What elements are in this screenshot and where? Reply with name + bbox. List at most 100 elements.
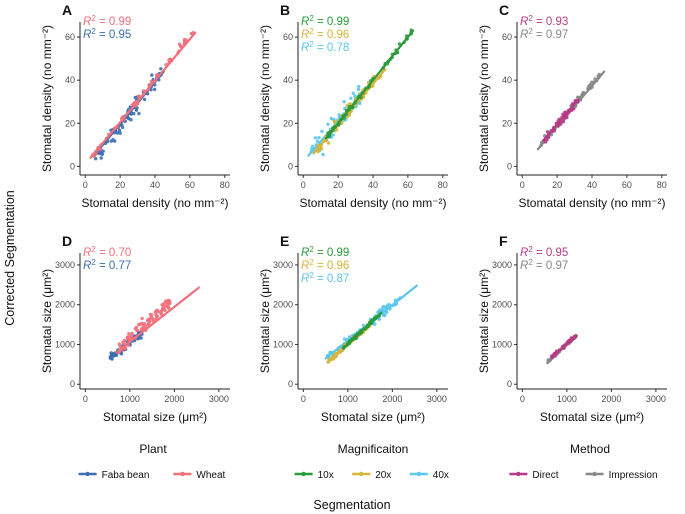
data-point — [150, 73, 154, 77]
series-40x — [307, 84, 366, 157]
x-tick-label: 3000 — [209, 394, 229, 404]
legend-key-point — [301, 471, 306, 477]
data-point — [137, 111, 141, 116]
x-tick-label: 60 — [403, 180, 413, 190]
data-point — [152, 87, 157, 92]
series-direct — [542, 98, 580, 144]
data-point — [329, 116, 333, 121]
data-point — [147, 318, 151, 323]
r2-annotation: R2 = 0.95 — [83, 27, 131, 41]
data-point — [544, 140, 548, 144]
data-point — [113, 139, 117, 143]
data-point — [313, 136, 318, 140]
data-point — [377, 317, 381, 321]
y-axis-title: Stomatal size (μm²) — [40, 269, 54, 373]
legends-group: Plant Faba bean Wheat Magnificaiton 10x 20x 40… — [78, 442, 658, 481]
x-tick-label: 0 — [301, 394, 306, 404]
y-tick-label: 0 — [70, 161, 75, 171]
data-point — [561, 120, 565, 124]
global-x-axis-label: Segmentation — [313, 498, 390, 512]
y-tick-label: 60 — [283, 32, 293, 42]
x-tick-label: 40 — [150, 180, 160, 190]
x-tick-label: 60 — [622, 180, 632, 190]
r2-annotation: R2 = 0.99 — [301, 245, 349, 259]
x-axis-title: Stomatal density (no mm⁻²) — [81, 196, 228, 210]
data-point — [140, 316, 144, 321]
data-point — [317, 135, 321, 140]
data-point — [342, 337, 347, 341]
data-point — [135, 328, 140, 333]
fit-line — [89, 31, 197, 159]
data-point — [118, 131, 122, 135]
y-tick-label: 1000 — [273, 339, 293, 349]
y-axis-title: Stomatal size (μm²) — [477, 269, 491, 373]
data-point — [127, 332, 131, 336]
series-wheat — [115, 286, 200, 354]
data-point — [331, 133, 335, 137]
data-point — [321, 152, 325, 157]
data-point — [349, 96, 353, 101]
y-tick-label: 3000 — [492, 260, 512, 270]
data-point — [121, 340, 125, 345]
r2-annotation: R2 = 0.97 — [520, 258, 568, 272]
legend-key-point — [416, 471, 421, 477]
r2-annotation: R2 = 0.93 — [520, 14, 568, 28]
data-point — [351, 91, 355, 96]
data-point — [143, 324, 148, 328]
data-point — [134, 325, 139, 330]
y-tick-label: 1000 — [492, 339, 512, 349]
x-tick-label: 20 — [333, 180, 343, 190]
legend-key-point — [359, 471, 364, 477]
r2-annotation: R2 = 0.77 — [83, 258, 131, 272]
legend-item-label: Direct — [532, 470, 558, 481]
data-point — [100, 152, 105, 156]
data-point — [101, 149, 105, 153]
y-tick-label: 40 — [502, 75, 512, 85]
y-axis-title: Stomatal density (no mm⁻²) — [258, 25, 272, 172]
x-tick-label: 80 — [657, 180, 667, 190]
panel-a: A 0 20 40 60 80 0 20 40 60 Stomatal density (no mm… — [40, 2, 230, 210]
data-point — [130, 333, 134, 337]
r2-annotation: R2 = 0.97 — [520, 27, 568, 41]
data-point — [319, 146, 324, 151]
y-tick-label: 20 — [502, 118, 512, 128]
global-y-axis-label: Corrected Segmentation — [3, 190, 17, 326]
series-wheat — [89, 31, 197, 159]
x-tick-label: 80 — [220, 180, 230, 190]
data-point — [326, 122, 330, 127]
panel-letter: C — [499, 2, 509, 18]
data-point — [327, 141, 331, 145]
panel-letter: B — [280, 2, 290, 18]
y-tick-label: 2000 — [55, 300, 75, 310]
x-axis-title: Stomatal density (no mm⁻²) — [518, 196, 665, 210]
data-point — [378, 308, 382, 312]
data-point — [353, 94, 357, 98]
legend-item-label: Impression — [609, 470, 658, 481]
data-point — [127, 117, 131, 121]
data-point — [139, 327, 144, 331]
x-tick-label: 1000 — [338, 394, 358, 404]
x-tick-label: 80 — [438, 180, 448, 190]
x-tick-label: 40 — [368, 180, 378, 190]
y-tick-label: 0 — [507, 161, 512, 171]
fit-line — [115, 286, 200, 354]
x-tick-label: 2000 — [164, 394, 184, 404]
panel-letter: D — [62, 233, 72, 249]
x-axis-title: Stomatal size (μm²) — [540, 410, 644, 424]
x-tick-label: 0 — [83, 180, 88, 190]
x-tick-label: 1000 — [557, 394, 577, 404]
fit-line — [324, 29, 415, 140]
data-point — [320, 129, 324, 133]
r2-annotation: R2 = 0.87 — [301, 271, 349, 285]
panel-b: B 0 20 40 60 80 0 20 40 60 Stomatal density (no mm… — [258, 2, 448, 210]
data-point — [166, 298, 171, 302]
x-tick-label: 20 — [115, 180, 125, 190]
data-point — [140, 321, 144, 326]
panel-letter: E — [280, 233, 289, 249]
y-tick-label: 60 — [65, 32, 75, 42]
y-tick-label: 3000 — [55, 260, 75, 270]
